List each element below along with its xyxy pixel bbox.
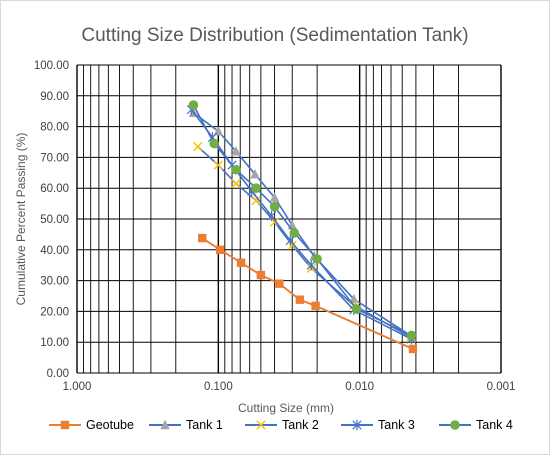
y-tick-label: 60.00 (40, 183, 69, 195)
series-geotube (198, 233, 418, 354)
legend-marker (352, 419, 362, 431)
data-point-tank-4 (312, 254, 322, 264)
y-tick-label: 0.00 (47, 368, 69, 380)
data-point-tank-1 (231, 146, 241, 156)
series (186, 100, 418, 354)
data-point-tank-4 (406, 330, 417, 341)
y-tick-label: 10.00 (40, 337, 69, 349)
x-axis-label: Cutting Size (mm) (238, 401, 334, 415)
data-point-tank-1 (269, 192, 280, 202)
data-point-tank-4 (231, 164, 241, 175)
x-tick-label: 0.010 (345, 381, 374, 393)
data-point-geotube (311, 301, 320, 311)
axis-ticks: 0.0010.0020.0030.0040.0050.0060.0070.008… (34, 60, 516, 393)
y-tick-label: 50.00 (40, 214, 69, 226)
series-tank-2 (192, 141, 417, 343)
legend-label: Tank 4 (476, 418, 513, 432)
legend-marker (60, 420, 70, 430)
y-tick-label: 20.00 (40, 306, 69, 318)
y-tick-label: 90.00 (40, 91, 69, 103)
legend-label: Tank 2 (282, 418, 319, 432)
data-point-geotube (256, 270, 266, 280)
chart-title: Cutting Size Distribution (Sedimentation… (81, 25, 468, 46)
legend-label: Tank 3 (378, 418, 415, 432)
data-point-tank-4 (269, 201, 280, 212)
y-tick-label: 40.00 (40, 245, 69, 257)
y-tick-label: 80.00 (40, 122, 69, 134)
data-point-tank-4 (251, 183, 261, 193)
x-tick-label: 0.100 (204, 381, 233, 393)
data-point-geotube (408, 344, 418, 354)
data-point-tank-1 (250, 169, 260, 179)
data-point-geotube (198, 233, 207, 243)
legend-marker (256, 420, 266, 430)
legend-marker (450, 420, 460, 430)
data-point-tank-4 (289, 228, 300, 238)
legend-label: Geotube (86, 418, 134, 432)
data-point-tank-2 (192, 141, 203, 152)
data-point-geotube (236, 258, 246, 267)
data-point-tank-3 (285, 235, 295, 246)
series-tank-4 (188, 100, 417, 341)
data-point-geotube (275, 279, 284, 288)
y-tick-label: 30.00 (40, 276, 69, 288)
y-tick-label: 100.00 (34, 60, 69, 72)
legend-item-tank-3: Tank 3 (341, 418, 415, 432)
data-point-tank-4 (188, 100, 199, 110)
x-tick-label: 0.001 (487, 381, 516, 393)
data-point-tank-2 (213, 160, 224, 170)
legend-item-tank-4: Tank 4 (439, 418, 513, 432)
data-point-geotube (216, 245, 225, 254)
grid (76, 64, 502, 374)
series-tank-1 (188, 107, 417, 341)
data-point-geotube (295, 295, 305, 304)
data-point-tank-2 (231, 178, 241, 189)
data-point-tank-2 (287, 240, 297, 250)
data-point-tank-4 (351, 304, 362, 314)
legend-marker (160, 419, 170, 430)
y-axis-label: Cumulative Percent Passing (%) (14, 133, 28, 306)
data-point-tank-3 (266, 210, 277, 222)
y-tick-label: 70.00 (40, 152, 69, 164)
legend-item-tank-1: Tank 1 (149, 418, 223, 432)
legend-item-tank-2: Tank 2 (245, 418, 319, 432)
data-point-tank-1 (349, 293, 359, 304)
data-point-tank-2 (251, 195, 261, 206)
data-point-tank-4 (209, 138, 219, 149)
legend: Geotube Tank 1 Tank 2 Tank 3 Tank 4 (49, 418, 513, 432)
legend-item-geotube: Geotube (49, 418, 134, 432)
x-tick-label: 1.000 (63, 381, 92, 393)
legend-label: Tank 1 (186, 418, 223, 432)
